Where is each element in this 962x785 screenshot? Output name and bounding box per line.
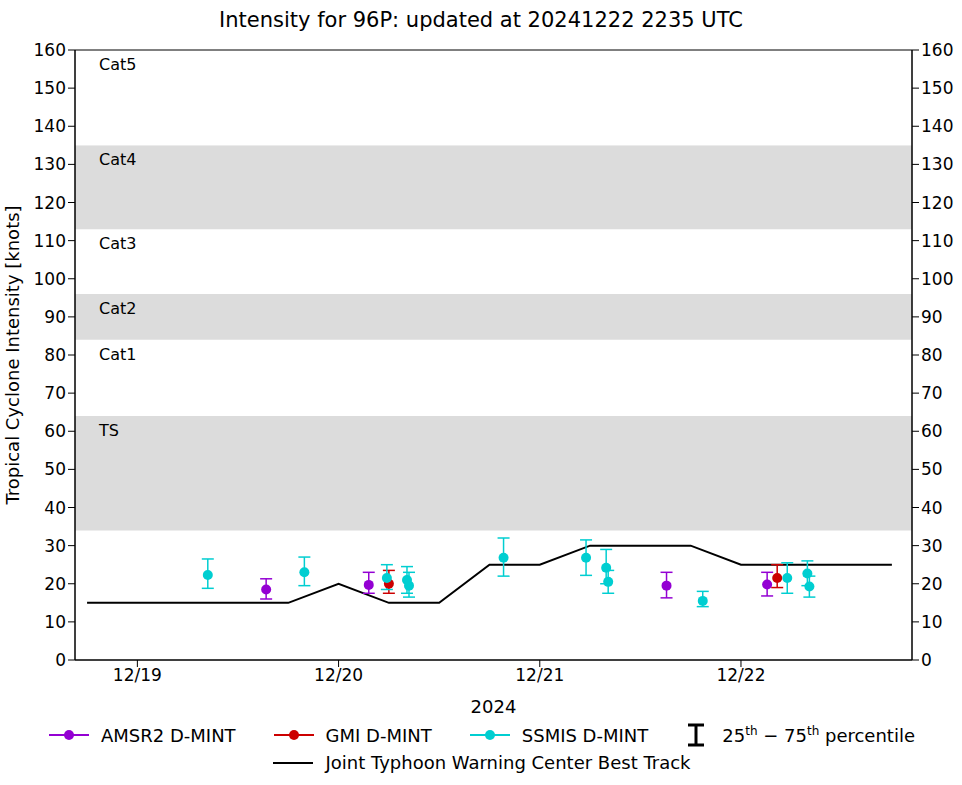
svg-text:70: 70 [921, 383, 943, 403]
svg-text:12/22: 12/22 [716, 665, 765, 685]
svg-text:Cat3: Cat3 [99, 234, 136, 253]
svg-text:40: 40 [921, 498, 943, 518]
svg-text:30: 30 [921, 536, 943, 556]
svg-text:150: 150 [34, 78, 66, 98]
svg-text:20: 20 [921, 574, 943, 594]
svg-text:20: 20 [44, 574, 66, 594]
html-text:Intensity for 96P: updated at: Intensity for 96P: updated at 20241222 2… [219, 8, 743, 32]
svg-text:100: 100 [34, 269, 66, 289]
svg-text:100: 100 [921, 269, 953, 289]
svg-text:60: 60 [44, 421, 66, 441]
svg-text:130: 130 [34, 154, 66, 174]
svg-text:70: 70 [44, 383, 66, 403]
svg-text:30: 30 [44, 536, 66, 556]
svg-text:140: 140 [921, 116, 953, 136]
svg-text:120: 120 [921, 193, 953, 213]
svg-text:12/20: 12/20 [314, 665, 363, 685]
svg-text:12/21: 12/21 [515, 665, 564, 685]
html-text:Joint Typhoon Warning Center B: Joint Typhoon Warning Center Best Track [325, 752, 691, 773]
svg-text:110: 110 [921, 231, 953, 251]
svg-text:80: 80 [44, 345, 66, 365]
svg-text:90: 90 [44, 307, 66, 327]
html-text:GMI D-MINT: GMI D-MINT [325, 724, 432, 746]
svg-text:2024: 2024 [471, 696, 517, 715]
svg-text:Cat4: Cat4 [99, 150, 136, 169]
svg-text:90: 90 [921, 307, 943, 327]
svg-text:140: 140 [34, 116, 66, 136]
svg-text:0: 0 [55, 650, 66, 670]
svg-text:12/19: 12/19 [113, 665, 162, 685]
svg-text:TS: TS [98, 421, 119, 440]
svg-text:160: 160 [921, 40, 953, 60]
svg-text:150: 150 [921, 78, 953, 98]
svg-text:160: 160 [34, 40, 66, 60]
svg-text:110: 110 [34, 231, 66, 251]
svg-text:10: 10 [921, 612, 943, 632]
svg-text:60: 60 [921, 421, 943, 441]
html-text:Tropical Cyclone Intensity [kn: Tropical Cyclone Intensity [knots] [1, 205, 23, 505]
svg-text:120: 120 [34, 193, 66, 213]
svg-text:Cat2: Cat2 [99, 299, 136, 318]
svg-text:130: 130 [921, 154, 953, 174]
svg-text:50: 50 [44, 459, 66, 479]
svg-text:80: 80 [921, 345, 943, 365]
html-text:25th− 75thpercentile: 25th− 75thpercentile [722, 724, 915, 746]
svg-text:Cat1: Cat1 [99, 345, 136, 364]
svg-text:10: 10 [44, 612, 66, 632]
html-text:AMSR2 D-MINT: AMSR2 D-MINT [101, 724, 236, 746]
svg-text:50: 50 [921, 459, 943, 479]
svg-text:40: 40 [44, 498, 66, 518]
svg-text:Cat5: Cat5 [99, 55, 136, 74]
svg-text:0: 0 [921, 650, 932, 670]
html-text:SSMIS D-MINT: SSMIS D-MINT [521, 724, 649, 746]
